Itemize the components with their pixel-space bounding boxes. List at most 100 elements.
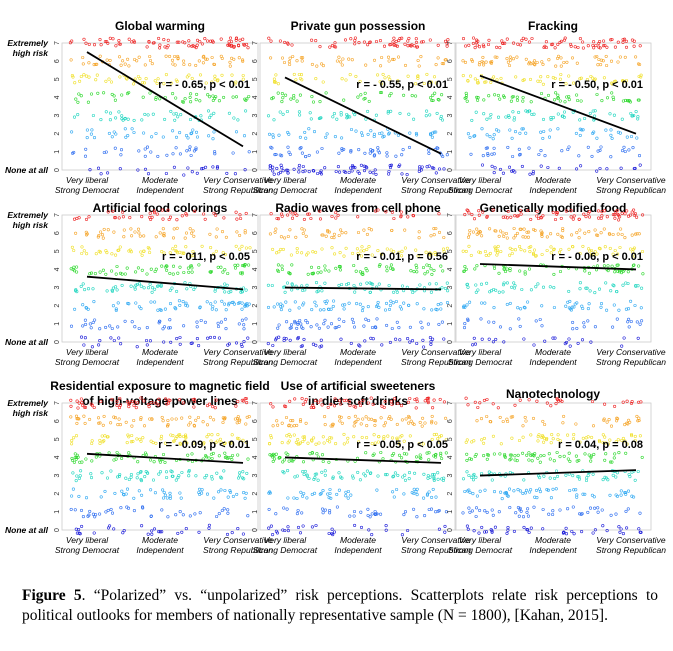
data-point bbox=[157, 530, 161, 534]
data-point bbox=[492, 452, 496, 456]
data-point bbox=[480, 163, 485, 167]
data-point bbox=[81, 403, 85, 407]
data-point bbox=[421, 416, 425, 420]
data-point bbox=[619, 227, 623, 231]
data-point bbox=[593, 114, 597, 118]
data-point bbox=[508, 327, 512, 331]
data-point bbox=[469, 152, 473, 156]
data-point bbox=[590, 435, 594, 439]
data-point bbox=[179, 113, 183, 117]
data-point bbox=[476, 81, 480, 85]
data-point bbox=[592, 78, 596, 82]
data-point bbox=[204, 57, 208, 61]
data-point bbox=[177, 474, 181, 478]
data-point bbox=[444, 58, 448, 62]
data-point bbox=[495, 253, 499, 257]
data-point bbox=[313, 398, 317, 403]
data-point bbox=[391, 490, 395, 494]
data-point bbox=[623, 490, 627, 495]
data-point bbox=[539, 454, 543, 458]
x-tick-label: Strong Democrat bbox=[253, 185, 318, 195]
data-point bbox=[143, 167, 148, 171]
data-point bbox=[321, 511, 325, 515]
data-point bbox=[118, 396, 122, 401]
data-point bbox=[483, 80, 487, 84]
data-point bbox=[82, 249, 86, 253]
data-point bbox=[603, 402, 607, 406]
data-point bbox=[548, 476, 552, 480]
data-point bbox=[575, 495, 579, 499]
data-point bbox=[333, 252, 337, 256]
data-point bbox=[127, 64, 131, 68]
data-point bbox=[243, 231, 247, 235]
data-point bbox=[168, 54, 172, 58]
data-point bbox=[171, 152, 175, 156]
data-point bbox=[99, 230, 103, 234]
data-point bbox=[272, 172, 276, 176]
data-point bbox=[288, 326, 292, 330]
data-point bbox=[402, 93, 406, 97]
y-tick-label: 6 bbox=[54, 419, 61, 423]
data-point bbox=[92, 43, 97, 47]
data-point bbox=[238, 233, 242, 237]
data-point bbox=[491, 137, 495, 141]
data-point bbox=[522, 337, 526, 341]
data-point bbox=[603, 43, 607, 48]
data-point bbox=[186, 266, 190, 270]
data-point bbox=[530, 36, 534, 41]
data-point bbox=[564, 526, 568, 530]
data-point bbox=[551, 512, 555, 517]
data-point bbox=[241, 532, 245, 536]
data-point bbox=[166, 418, 170, 423]
data-point bbox=[285, 281, 290, 285]
panel-7: Residential exposure to magnetic fieldof… bbox=[5, 379, 273, 555]
data-point bbox=[365, 232, 369, 236]
data-point bbox=[131, 439, 135, 443]
data-point bbox=[209, 302, 213, 306]
data-point bbox=[558, 508, 562, 512]
data-point bbox=[552, 272, 556, 276]
data-point bbox=[232, 57, 236, 61]
data-point bbox=[301, 170, 305, 174]
data-point bbox=[597, 41, 601, 45]
x-tick-label: Very Conservative bbox=[203, 535, 272, 545]
data-point bbox=[335, 492, 339, 496]
data-point bbox=[304, 253, 309, 257]
data-point bbox=[512, 226, 516, 231]
data-point bbox=[216, 78, 220, 82]
data-point bbox=[198, 511, 202, 515]
data-point bbox=[574, 131, 578, 135]
data-point bbox=[354, 129, 358, 133]
data-point bbox=[490, 152, 494, 156]
data-point bbox=[223, 417, 227, 421]
data-point bbox=[178, 342, 182, 346]
data-point bbox=[422, 81, 426, 86]
data-point bbox=[497, 510, 501, 514]
data-point bbox=[518, 398, 522, 402]
data-point bbox=[582, 325, 586, 329]
data-point bbox=[492, 146, 496, 150]
data-point bbox=[395, 44, 399, 48]
data-point bbox=[391, 40, 395, 44]
data-point bbox=[367, 417, 371, 421]
data-point bbox=[304, 155, 308, 159]
data-point bbox=[171, 264, 176, 268]
data-point bbox=[73, 456, 77, 460]
data-point bbox=[531, 251, 536, 255]
data-point bbox=[142, 399, 146, 403]
data-point bbox=[337, 233, 341, 238]
data-point bbox=[603, 458, 607, 462]
data-point bbox=[282, 471, 286, 475]
data-point bbox=[154, 401, 158, 405]
data-point bbox=[276, 423, 280, 427]
data-point bbox=[324, 91, 328, 95]
data-point bbox=[150, 529, 154, 533]
data-point bbox=[90, 404, 95, 408]
data-point bbox=[382, 424, 386, 428]
data-point bbox=[301, 164, 305, 169]
data-point bbox=[342, 432, 346, 436]
data-point bbox=[203, 476, 207, 480]
data-point bbox=[205, 300, 209, 304]
data-point bbox=[590, 493, 594, 497]
data-point bbox=[470, 213, 474, 217]
